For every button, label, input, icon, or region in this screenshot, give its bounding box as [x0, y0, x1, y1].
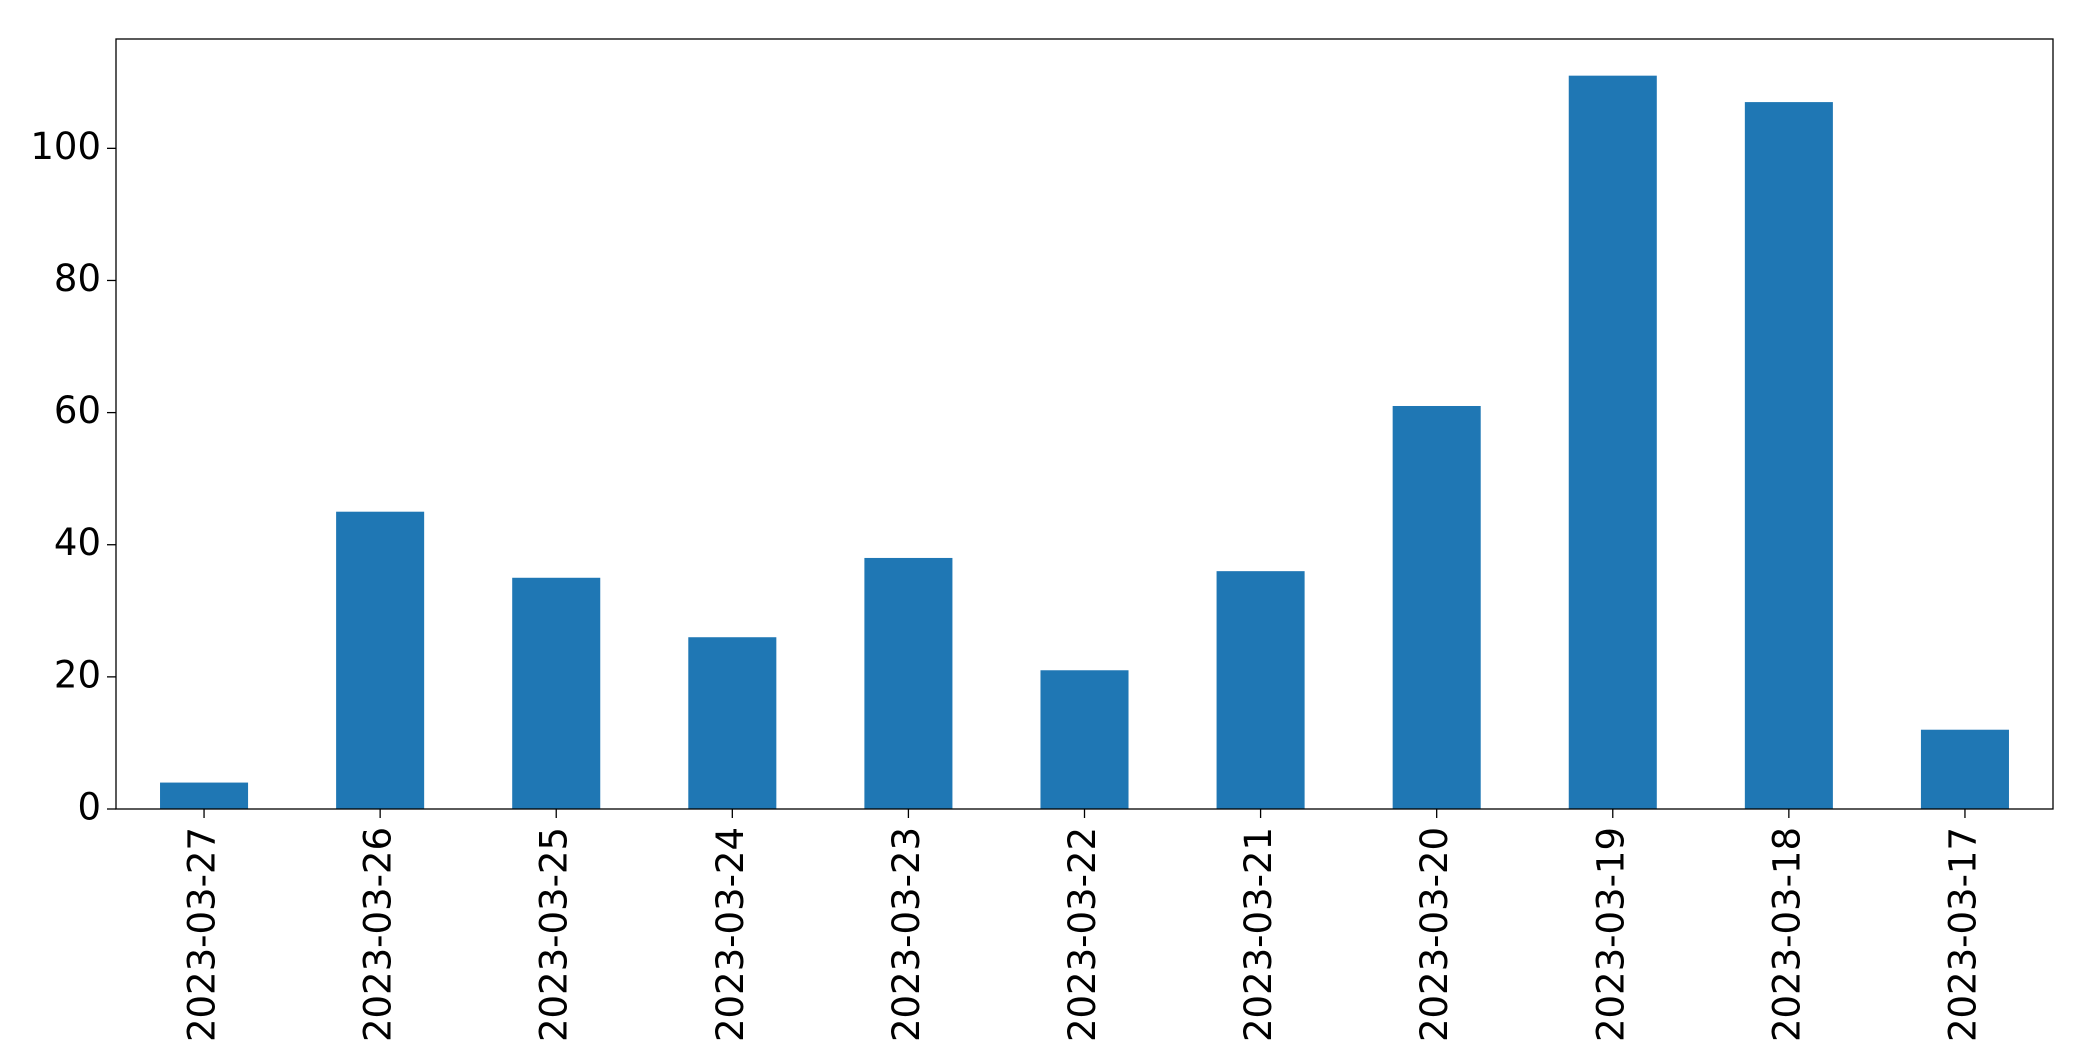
y-tick-label: 20: [54, 653, 101, 696]
y-tick-label: 0: [77, 786, 101, 829]
bar: [160, 782, 249, 809]
plot-frame: [115, 38, 2054, 810]
x-tick-label: 2023-03-26: [357, 827, 400, 1042]
bar: [1568, 75, 1657, 809]
bar: [1744, 102, 1833, 810]
x-tick-label: 2023-03-19: [1589, 827, 1632, 1042]
bar: [1392, 405, 1481, 809]
x-tick-label: 2023-03-21: [1237, 827, 1280, 1042]
bar: [1040, 670, 1129, 809]
bar: [336, 511, 425, 809]
y-tick-label: 100: [30, 125, 101, 168]
bar: [1216, 571, 1305, 809]
x-tick-label: 2023-03-18: [1765, 827, 1808, 1042]
x-tick-label: 2023-03-23: [885, 827, 928, 1042]
x-tick-label: 2023-03-22: [1061, 827, 1104, 1042]
y-tick-label: 80: [54, 257, 101, 300]
y-tick-label: 40: [54, 521, 101, 564]
y-tick-label: 60: [54, 389, 101, 432]
x-tick-label: 2023-03-24: [709, 827, 752, 1042]
bar: [864, 557, 953, 809]
x-tick-label: 2023-03-20: [1413, 827, 1456, 1042]
x-tick-label: 2023-03-17: [1941, 827, 1984, 1042]
bar: [1920, 729, 2009, 809]
bar: [512, 577, 601, 809]
bar: [688, 637, 777, 809]
x-tick-label: 2023-03-27: [181, 827, 224, 1042]
x-tick-label: 2023-03-25: [533, 827, 576, 1042]
